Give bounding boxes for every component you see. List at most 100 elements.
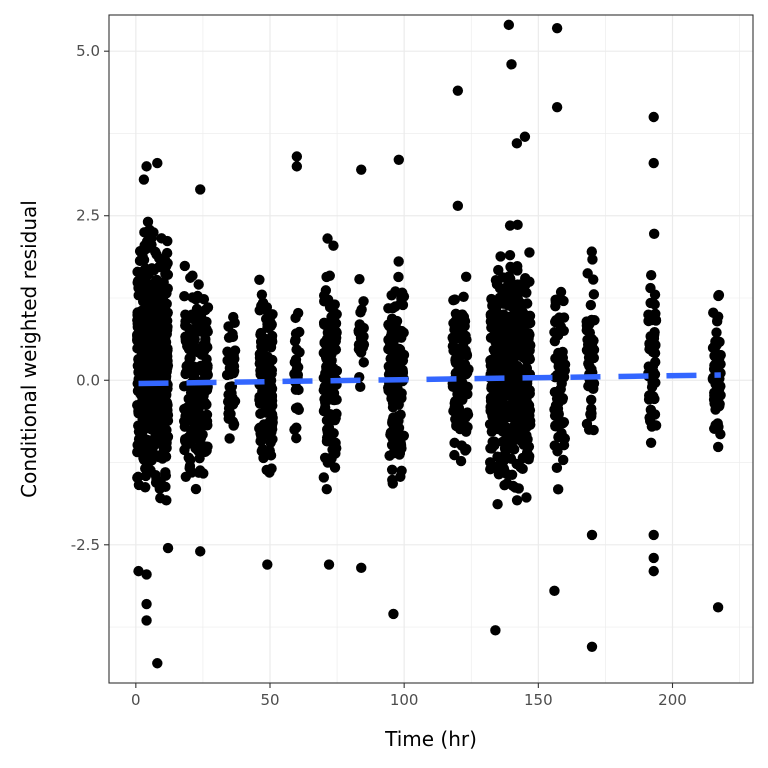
outlier-point [648, 111, 659, 123]
data-point [489, 346, 501, 357]
data-point [524, 247, 535, 258]
data-point [643, 394, 655, 405]
outlier-point [586, 641, 598, 653]
data-point [193, 467, 205, 478]
data-point [558, 325, 569, 336]
data-point [397, 355, 409, 366]
data-point [504, 428, 516, 440]
data-point [386, 346, 397, 357]
data-point [133, 442, 144, 453]
data-point [229, 317, 240, 329]
data-point [160, 467, 171, 478]
data-point [199, 413, 210, 424]
data-point [266, 335, 277, 346]
data-point [508, 303, 519, 314]
data-point [223, 413, 234, 424]
data-point [492, 499, 503, 510]
data-point [395, 471, 406, 482]
outlier-point [519, 131, 531, 142]
data-point [321, 340, 332, 351]
x-tick-label: 50 [260, 691, 279, 709]
data-point [647, 364, 658, 375]
data-point [521, 276, 533, 287]
data-point [715, 390, 726, 401]
outlier-point [551, 101, 563, 113]
data-point [712, 357, 723, 368]
data-point [454, 343, 466, 354]
data-point [256, 289, 268, 300]
data-point [179, 444, 190, 456]
data-point [515, 462, 526, 473]
outlier-point [452, 200, 464, 212]
data-point [489, 296, 501, 307]
data-point [193, 279, 204, 290]
data-point [358, 322, 369, 334]
data-point [140, 470, 152, 482]
data-point [485, 463, 496, 475]
data-point [330, 335, 341, 347]
data-point [504, 409, 515, 420]
data-point [489, 440, 500, 451]
y-axis-title: Conditional weighted residual [17, 200, 41, 498]
data-point [388, 388, 399, 400]
outlier-point [648, 552, 659, 564]
x-tick-label: 0 [131, 691, 141, 709]
data-point [227, 328, 238, 340]
outlier-point [356, 562, 367, 574]
data-point [326, 453, 337, 464]
data-point [200, 304, 211, 316]
outlier-point [138, 174, 150, 185]
data-point [328, 428, 339, 439]
data-point [132, 472, 143, 483]
data-point [552, 484, 564, 495]
data-point [396, 332, 407, 343]
data-point [138, 366, 149, 377]
data-point [137, 426, 148, 438]
data-point [588, 424, 599, 436]
data-point [150, 330, 161, 341]
outlier-point [162, 542, 174, 554]
data-point [145, 338, 156, 349]
axis-layer: 0 50 100 150 200 -2.5 0.0 2.5 5.0 [71, 42, 687, 709]
outlier-point [490, 625, 501, 636]
data-point [506, 469, 518, 480]
data-point [395, 437, 406, 448]
data-point [512, 344, 523, 356]
data-point [583, 380, 594, 392]
outlier-point [388, 608, 399, 620]
data-point [146, 305, 157, 317]
panel-border [108, 14, 754, 684]
outlier-point [452, 85, 464, 96]
data-point [192, 290, 203, 302]
data-point [710, 336, 721, 347]
data-point [648, 332, 659, 343]
data-point [515, 298, 527, 309]
data-point [321, 484, 332, 495]
data-point [501, 296, 513, 307]
data-point [391, 446, 402, 457]
y-tick-label: 5.0 [76, 42, 100, 60]
data-point [190, 483, 202, 495]
data-point [454, 366, 466, 378]
data-point [266, 319, 277, 330]
data-point [388, 430, 400, 441]
outlier-point [356, 164, 367, 175]
data-point [512, 260, 523, 272]
data-point [185, 343, 196, 355]
data-point [157, 342, 168, 353]
data-point [393, 256, 404, 267]
data-point [161, 325, 173, 336]
data-point [222, 346, 233, 357]
data-point [183, 431, 194, 443]
points-layer [131, 19, 726, 669]
data-point [645, 404, 657, 416]
data-point [331, 394, 342, 405]
data-point [457, 309, 468, 320]
data-point [511, 495, 523, 506]
outlier-point [152, 157, 163, 169]
data-point [647, 377, 658, 388]
data-point [586, 341, 598, 352]
data-point [179, 260, 191, 272]
data-point [137, 250, 148, 262]
